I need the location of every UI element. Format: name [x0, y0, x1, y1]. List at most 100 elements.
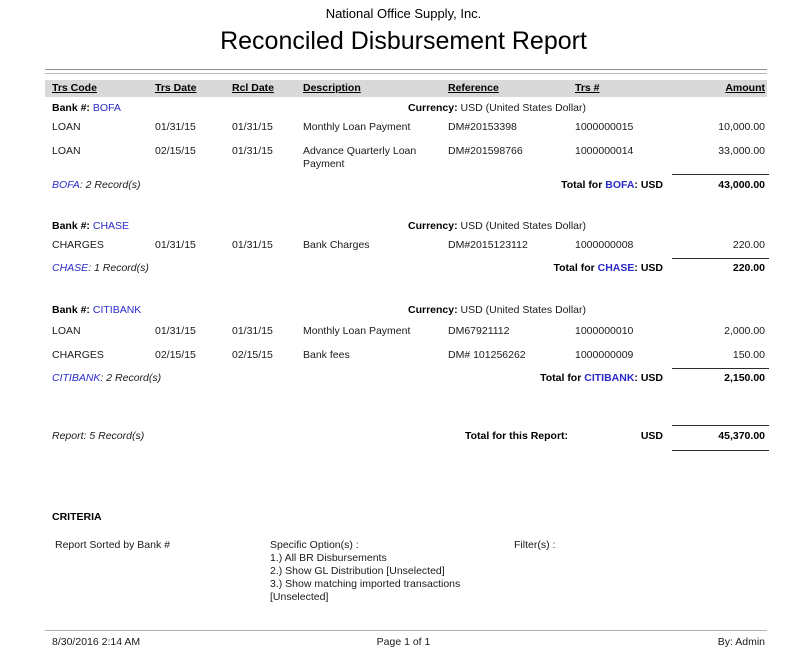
report-total-amount: 45,370.00	[718, 430, 765, 442]
footer-user: By: Admin	[717, 636, 765, 648]
criteria-sorted-by: Report Sorted by Bank #	[55, 539, 170, 551]
group-total-label: Total for CITIBANK: USD	[420, 372, 663, 385]
total-usd-suffix: : USD	[634, 179, 663, 191]
bank-code-link[interactable]: CHASE	[92, 220, 130, 232]
currency-label: Currency:	[408, 102, 458, 114]
footer-page-number: Page 1 of 1	[376, 636, 431, 648]
column-header-description: Description	[303, 82, 361, 94]
currency-label: Currency:	[408, 304, 458, 316]
currency-line: Currency: USD (United States Dollar)	[408, 220, 586, 233]
cell-description: Bank Charges	[303, 239, 370, 251]
group-total-rule	[672, 174, 769, 175]
column-header-reference: Reference	[448, 82, 499, 94]
currency-label: Currency:	[408, 220, 458, 232]
cell-rcl-date: 01/31/15	[232, 121, 273, 133]
total-usd-suffix: : USD	[634, 372, 663, 384]
column-header-trs-code: Trs Code	[52, 82, 97, 94]
cell-reference: DM67921112	[448, 325, 510, 337]
criteria-filters-label: Filter(s) :	[514, 539, 556, 551]
colon-separator: :	[100, 372, 107, 384]
title-divider	[45, 69, 767, 74]
bank-header-row: Bank #: CITIBANK	[52, 304, 141, 317]
bank-number-label: Bank #:	[52, 304, 90, 316]
currency-value: USD (United States Dollar)	[460, 220, 586, 232]
cell-trs-number: 1000000010	[575, 325, 634, 337]
bank-number-label: Bank #:	[52, 102, 90, 114]
criteria-heading: CRITERIA	[52, 511, 102, 523]
total-usd-suffix: : USD	[634, 262, 663, 274]
page-title: Reconciled Disbursement Report	[220, 27, 587, 55]
company-name: National Office Supply, Inc.	[325, 6, 482, 21]
group-record-text: 1 Record(s)	[94, 262, 149, 274]
currency-value: USD (United States Dollar)	[460, 304, 586, 316]
cell-description: Monthly Loan Payment	[303, 121, 411, 133]
total-bank-code: CHASE	[597, 262, 635, 274]
group-record-bank: CHASE	[52, 262, 89, 274]
bank-code-link[interactable]: CITIBANK	[92, 304, 142, 316]
cell-amount: 220.00	[732, 239, 765, 251]
cell-trs-code: LOAN	[52, 121, 81, 133]
column-header-amount-label: Amount	[725, 82, 765, 94]
group-record-count: CITIBANK: 2 Record(s)	[52, 372, 161, 385]
column-header-rcl-date: Rcl Date	[232, 82, 275, 94]
group-record-text: 2 Record(s)	[85, 179, 141, 191]
bank-number-label: Bank #:	[52, 220, 90, 232]
cell-description: Monthly Loan Payment	[303, 325, 411, 337]
report-record-count: Report: 5 Record(s)	[52, 430, 144, 443]
bank-code-link[interactable]: BOFA	[92, 102, 121, 114]
criteria-option: 1.) All BR Disbursements	[270, 552, 387, 564]
total-for-label: Total for	[561, 179, 603, 191]
total-bank-code: CITIBANK	[584, 372, 635, 384]
report-record-prefix: Report:	[52, 430, 87, 442]
group-record-text: 2 Record(s)	[106, 372, 162, 384]
column-header-trs-date: Trs Date	[155, 82, 197, 94]
cell-trs-date: 02/15/15	[155, 349, 196, 361]
footer-divider	[45, 630, 767, 631]
group-total-label: Total for BOFA: USD	[420, 179, 663, 192]
colon-separator: :	[79, 179, 86, 191]
cell-trs-code: CHARGES	[52, 349, 104, 361]
cell-trs-number: 1000000014	[575, 145, 634, 157]
report-record-text: 5 Record(s)	[89, 430, 145, 442]
cell-reference: DM#2015123112	[448, 239, 528, 251]
report-total-rule-top	[672, 425, 769, 426]
cell-reference: DM#20153398	[448, 121, 517, 133]
table-header-band	[45, 80, 767, 97]
report-total-currency: USD	[640, 430, 663, 442]
column-header-trs-number: Trs #	[575, 82, 600, 94]
cell-reference: DM#201598766	[448, 145, 523, 157]
cell-rcl-date: 01/31/15	[232, 239, 273, 251]
criteria-option: 3.) Show matching imported transactions …	[270, 578, 461, 603]
cell-trs-number: 1000000015	[575, 121, 634, 133]
cell-trs-code: LOAN	[52, 325, 81, 337]
currency-line: Currency: USD (United States Dollar)	[408, 304, 586, 317]
cell-rcl-date: 01/31/15	[232, 325, 273, 337]
cell-reference: DM# 101256262	[448, 349, 526, 361]
cell-description: Bank fees	[303, 349, 350, 361]
column-header-amount: Amount	[625, 82, 765, 95]
group-total-amount: 43,000.00	[718, 179, 765, 191]
criteria-options-block: Specific Option(s) : 1.) All BR Disburse…	[270, 539, 515, 604]
cell-amount: 150.00	[732, 349, 765, 361]
cell-amount: 2,000.00	[724, 325, 765, 337]
currency-value: USD (United States Dollar)	[460, 102, 586, 114]
group-record-bank: CITIBANK	[52, 372, 101, 384]
bank-header-row: Bank #: BOFA	[52, 102, 121, 115]
cell-trs-date: 01/31/15	[155, 121, 196, 133]
group-record-count: CHASE: 1 Record(s)	[52, 262, 149, 275]
cell-rcl-date: 01/31/15	[232, 145, 273, 157]
report-total-rule-bottom	[672, 450, 769, 451]
footer-datetime: 8/30/2016 2:14 AM	[52, 636, 141, 648]
group-total-amount: 220.00	[732, 262, 765, 274]
group-total-rule	[672, 368, 769, 369]
cell-amount: 10,000.00	[718, 121, 765, 133]
cell-trs-date: 01/31/15	[155, 325, 196, 337]
cell-trs-date: 01/31/15	[155, 239, 196, 251]
cell-trs-code: CHARGES	[52, 239, 104, 251]
total-for-label: Total for	[540, 372, 582, 384]
cell-rcl-date: 02/15/15	[232, 349, 273, 361]
cell-trs-number: 1000000009	[575, 349, 634, 361]
report-total-label: Total for this Report:	[465, 430, 569, 442]
group-total-rule	[672, 258, 769, 259]
